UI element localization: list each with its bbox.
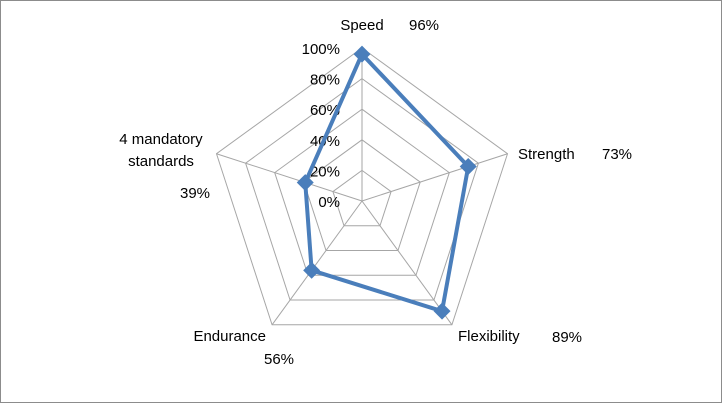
tick-label: 100% — [302, 41, 340, 58]
grid-spoke — [271, 200, 363, 326]
category-label: 4 mandatory — [119, 131, 203, 148]
data-label: 96% — [409, 17, 439, 34]
category-label: standards — [128, 153, 194, 170]
category-label: Speed — [340, 17, 383, 34]
grid-ring — [245, 77, 479, 301]
grid-ring — [274, 108, 450, 276]
category-label: Endurance — [193, 328, 266, 345]
series-line — [303, 52, 471, 314]
grid-spoke — [361, 153, 508, 202]
data-point-marker — [296, 174, 314, 192]
grid-ring — [332, 169, 392, 227]
grid-ring — [303, 139, 421, 252]
grid-spoke — [361, 200, 453, 326]
data-point-marker — [459, 158, 477, 175]
tick-label: 20% — [310, 163, 340, 180]
data-label: 39% — [180, 185, 210, 202]
data-label: 73% — [602, 146, 632, 163]
tick-label: 0% — [318, 194, 340, 211]
data-label: 89% — [552, 329, 582, 346]
category-label: Strength — [518, 146, 575, 163]
data-label: 56% — [264, 351, 294, 368]
data-point-marker — [433, 302, 451, 320]
grid-spoke — [216, 153, 363, 202]
data-point-marker — [303, 261, 321, 279]
tick-label: 60% — [310, 102, 340, 119]
grid-ring — [215, 47, 509, 326]
category-label: Flexibility — [458, 328, 520, 345]
tick-label: 80% — [310, 72, 340, 89]
